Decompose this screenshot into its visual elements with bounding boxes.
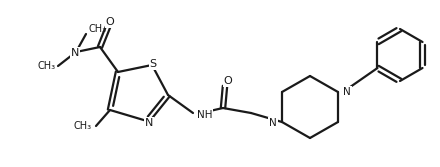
Text: CH₃: CH₃ — [74, 121, 92, 131]
Text: N: N — [145, 118, 153, 128]
Text: O: O — [106, 17, 114, 27]
Text: NH: NH — [197, 110, 213, 120]
Text: CH₃: CH₃ — [88, 24, 106, 34]
Text: N: N — [343, 87, 351, 97]
Text: CH₃: CH₃ — [38, 61, 56, 71]
Text: O: O — [224, 76, 232, 86]
Text: N: N — [269, 118, 277, 128]
Text: S: S — [150, 59, 157, 69]
Text: N: N — [71, 48, 79, 58]
